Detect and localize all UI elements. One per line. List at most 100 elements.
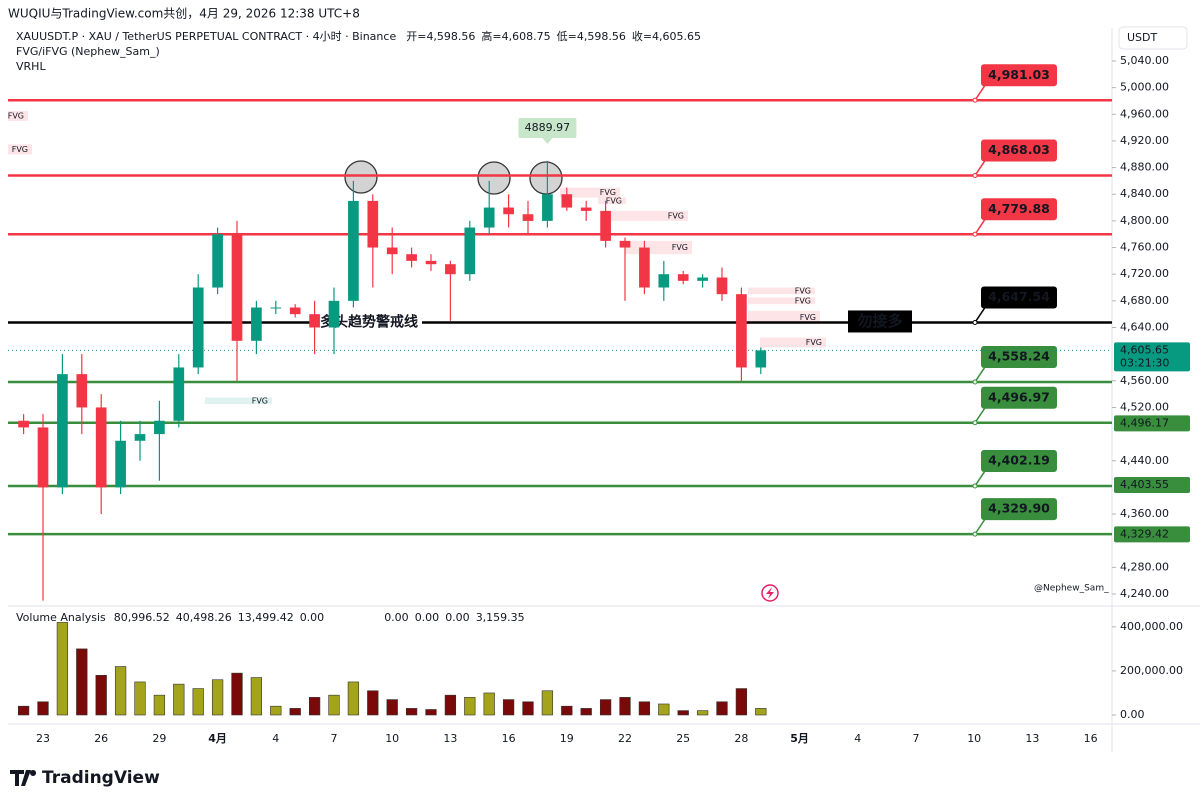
candle-body <box>37 427 49 488</box>
candle-body <box>154 420 165 435</box>
volume-bar <box>289 708 301 716</box>
level-label: 4,647.54 <box>988 289 1050 304</box>
volume-bar <box>502 699 515 716</box>
x-tick-label: 26 <box>94 732 108 745</box>
x-tick-label: 29 <box>152 732 166 745</box>
y-tick-label: 4,640.00 <box>1120 320 1169 333</box>
fvg-zone <box>560 187 620 198</box>
axis-badge <box>1114 415 1190 432</box>
x-tick-label: 13 <box>1025 732 1039 745</box>
candle-body <box>270 307 282 309</box>
y-tick-label: 4,760.00 <box>1120 241 1169 254</box>
level-label: 4,496.97 <box>988 389 1050 404</box>
y-tick-label: 4,800.00 <box>1120 214 1169 227</box>
candle-body <box>600 210 611 241</box>
level-label: 4,558.24 <box>988 348 1050 363</box>
candle-body <box>57 374 68 488</box>
volume-title: Volume Analysis <box>16 611 106 624</box>
symbol: XAUUSDT.P · XAU / TetherUS PERPETUAL CON… <box>16 30 396 43</box>
fvg-zone <box>205 397 272 405</box>
x-tick-label: 10 <box>385 732 399 745</box>
level-badge <box>981 139 1057 162</box>
x-tick-label: 4月 <box>208 732 227 745</box>
volume-legend-value: 0.00 <box>300 611 325 624</box>
candle-body <box>445 264 456 275</box>
ohlc-key: 收= <box>632 29 652 43</box>
fvg-label: FVG <box>252 396 268 405</box>
y-tick-label: 5,000.00 <box>1120 81 1169 94</box>
volume-bar <box>308 697 321 716</box>
candle-body <box>173 367 185 421</box>
axis-badge-label: 4,329.42 <box>1120 527 1169 540</box>
fvg-zone <box>8 144 32 155</box>
fvg-label: FVG <box>806 338 822 347</box>
level-label: 4,868.03 <box>988 142 1050 157</box>
volume-bar <box>17 705 30 716</box>
x-tick-label: 4 <box>854 732 861 745</box>
volume-bar <box>173 683 185 716</box>
level-badge <box>981 498 1057 521</box>
ohlc-value: 4,598.56 <box>426 30 475 43</box>
level-pointer <box>974 307 986 323</box>
candle-body <box>367 200 379 248</box>
level-pointer <box>974 470 986 487</box>
volume-y-tick-label: 0.00 <box>1120 708 1145 721</box>
currency[interactable]: USDT <box>1127 31 1158 44</box>
y-tick-label: 4,560.00 <box>1120 374 1169 387</box>
volume-bar <box>95 675 107 716</box>
high-label-pointer <box>542 137 553 144</box>
volume-bar <box>192 688 204 716</box>
candle-body <box>639 247 650 288</box>
x-tick-label: 4 <box>272 732 279 745</box>
candle-body <box>697 277 708 281</box>
candle-body <box>425 260 437 265</box>
volume-bar <box>425 709 437 716</box>
volume-y-tick-label: 400,000.00 <box>1120 620 1183 633</box>
brand: TradingView <box>42 768 160 788</box>
y-tick-label: 4,920.00 <box>1120 134 1169 147</box>
annotation-box <box>848 310 912 333</box>
y-tick-label: 4,440.00 <box>1120 454 1169 467</box>
volume-bar <box>735 688 748 716</box>
ohlc-key: 低= <box>557 30 577 43</box>
candle-body <box>212 234 223 288</box>
fvg-label: FVG <box>600 188 616 197</box>
axis-badge <box>1114 477 1190 494</box>
y-tick-label: 4,360.00 <box>1120 507 1169 520</box>
y-tick-label: 4,520.00 <box>1120 400 1169 413</box>
volume-bar <box>464 697 476 716</box>
volume-legend-value: 0.00 <box>415 611 440 624</box>
x-tick-label: 7 <box>331 732 338 745</box>
level-badge <box>981 64 1057 87</box>
volume-legend-value: 0.00 <box>384 611 409 624</box>
y-tick-label: 4,680.00 <box>1120 294 1169 307</box>
candle-body <box>386 247 398 255</box>
y-tick-label: 4,240.00 <box>1120 587 1169 600</box>
credit: WUQIU与TradingView.com共创，4月 29, 2026 12:3… <box>8 7 360 21</box>
candle-body <box>503 207 514 215</box>
ohlc-value: 4,598.56 <box>577 30 626 43</box>
level-label: 4,402.19 <box>988 452 1050 467</box>
currency-box[interactable] <box>1118 26 1188 50</box>
fvg-zone <box>748 310 820 325</box>
level-pointer <box>974 366 986 383</box>
volume-bar <box>619 697 631 716</box>
volume-y-tick-label: 200,000.00 <box>1120 664 1183 677</box>
volume-bar <box>347 681 360 716</box>
level-anchor <box>972 483 978 489</box>
candle-body <box>658 274 670 288</box>
x-tick-label: 10 <box>967 732 981 745</box>
axis-badge-label: 4,496.17 <box>1120 416 1169 429</box>
x-tick-label: 13 <box>443 732 457 745</box>
level-label: 4,329.90 <box>988 501 1050 516</box>
volume-bar <box>483 692 495 716</box>
fvg-zone <box>748 287 815 295</box>
lightning-icon <box>761 584 779 602</box>
candle-body <box>483 207 495 228</box>
candle-body <box>580 207 592 211</box>
fvg-label: FVG <box>668 211 684 220</box>
axis-badge <box>1114 526 1190 543</box>
fvg-zone <box>760 337 826 348</box>
fvg-label: FVG <box>672 243 688 252</box>
candle-body <box>464 227 476 275</box>
